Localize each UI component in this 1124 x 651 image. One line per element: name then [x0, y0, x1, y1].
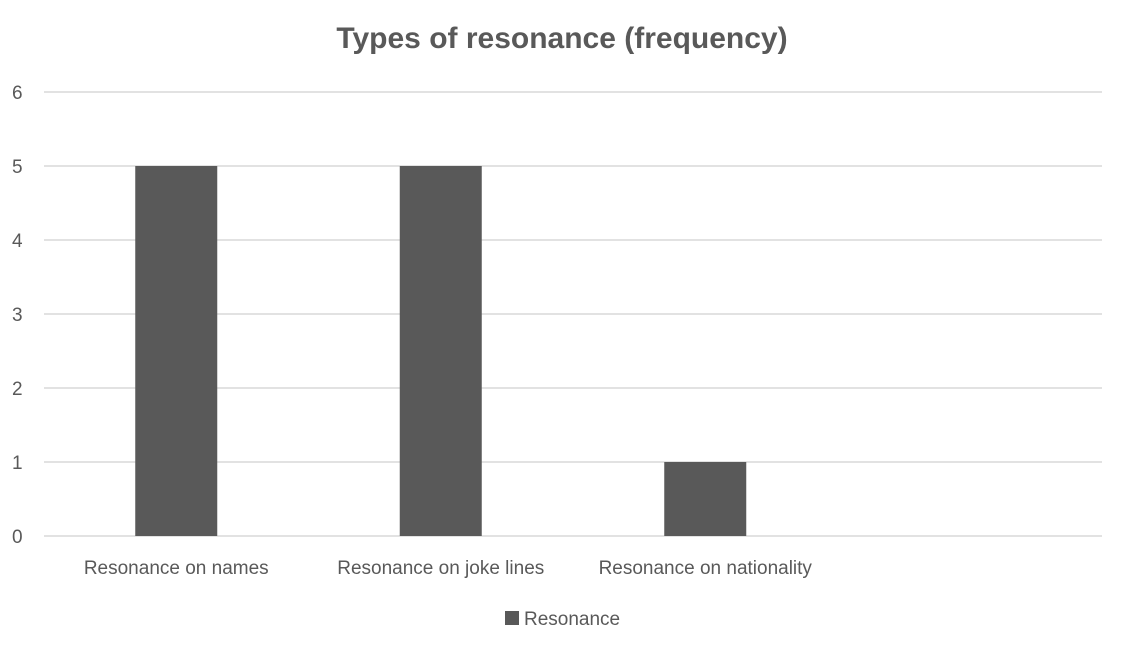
- bars: [135, 166, 747, 536]
- legend-swatch: [505, 611, 519, 625]
- y-tick-label: 2: [12, 379, 23, 400]
- x-tick-label: Resonance on nationality: [599, 558, 813, 579]
- bar: [135, 166, 218, 536]
- y-axis-ticks: 0 1 2 3 4 5 6: [12, 83, 23, 548]
- bar: [664, 462, 747, 536]
- bar: [399, 166, 482, 536]
- x-tick-label: Resonance on names: [84, 558, 269, 579]
- y-tick-label: 3: [12, 305, 23, 326]
- legend-label: Resonance: [524, 609, 620, 630]
- gridlines: [44, 91, 1102, 537]
- x-tick-label: Resonance on joke lines: [337, 558, 544, 579]
- legend: Resonance: [505, 609, 620, 630]
- chart-title: Types of resonance (frequency): [336, 22, 787, 55]
- x-axis-ticks: Resonance on names Resonance on joke line…: [84, 558, 813, 579]
- y-tick-label: 1: [12, 453, 23, 474]
- y-tick-label: 4: [12, 231, 23, 252]
- y-tick-label: 6: [12, 83, 23, 104]
- y-tick-label: 0: [12, 527, 23, 548]
- y-tick-label: 5: [12, 157, 23, 178]
